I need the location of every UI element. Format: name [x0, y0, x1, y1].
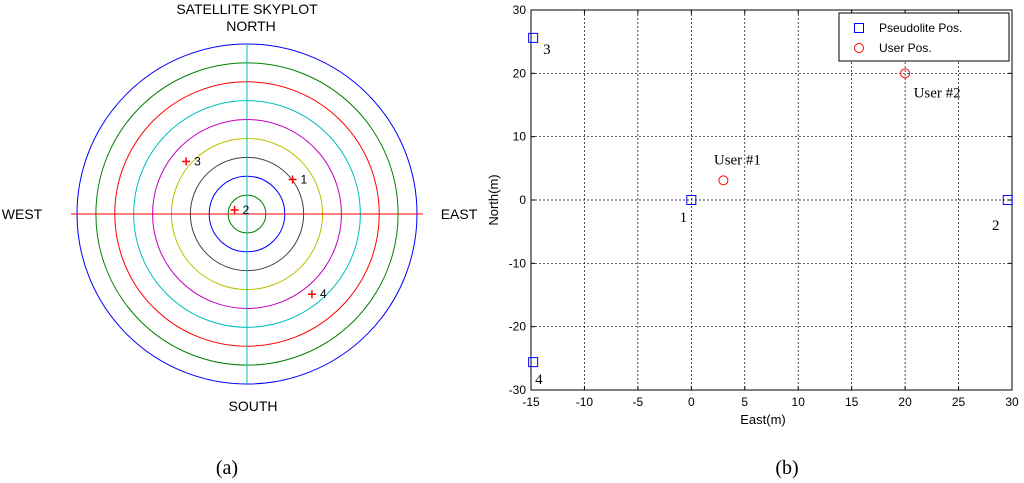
- user-marker: [718, 175, 729, 186]
- x-tick-label: 5: [741, 395, 748, 409]
- x-tick-label: 15: [845, 395, 859, 409]
- satellite-marker: [230, 205, 239, 214]
- y-tick-label: 20: [513, 66, 527, 80]
- legend-marker-circle: [854, 43, 864, 53]
- x-tick-label: -10: [576, 395, 594, 409]
- direction-west: WEST: [2, 206, 43, 222]
- axis-ticks: -15 -10 -5 0 5 10 15 20 25 30 -30 -20 -10 0 10 20 30: [509, 3, 1019, 409]
- pseudolite-label: 4: [535, 372, 543, 388]
- pseudolite-label: 1: [680, 210, 688, 226]
- skyplot-satellites: 1 2 3 4: [182, 154, 327, 301]
- panel-b-label: (b): [775, 457, 798, 479]
- direction-south: SOUTH: [229, 398, 278, 414]
- pseudolite-marker: [528, 357, 539, 368]
- direction-north: NORTH: [226, 18, 276, 34]
- pseudolite-marker: [1002, 195, 1013, 205]
- x-tick-label: 25: [952, 395, 966, 409]
- satellite-marker: [288, 175, 297, 184]
- y-tick-label: -10: [509, 256, 527, 270]
- position-chart: -15 -10 -5 0 5 10 15 20 25 30 -30 -20 -10 0 10 20 30 1 2 3…: [486, 3, 1019, 427]
- y-tick-label: -30: [509, 383, 527, 397]
- data-marks: 1 2 3 4 User #1 User #2: [528, 32, 1013, 388]
- satellite-marker: [307, 290, 316, 299]
- user-label: User #2: [914, 85, 961, 101]
- x-axis-label: East(m): [740, 412, 786, 427]
- y-tick-label: 10: [513, 130, 527, 144]
- skyplot-title: SATELLITE SKYPLOT: [176, 1, 318, 17]
- grid-lines: [531, 10, 1012, 390]
- satellite-label: 2: [243, 203, 250, 217]
- x-tick-label: 10: [792, 395, 806, 409]
- satellite-label: 1: [301, 172, 308, 186]
- y-tick-label: 0: [519, 193, 526, 207]
- panel-a-label: (a): [216, 457, 238, 479]
- legend-entry: User Pos.: [879, 41, 932, 55]
- pseudolite-label: 3: [543, 42, 551, 58]
- satellite-label: 3: [194, 154, 201, 168]
- satellite-marker: [182, 157, 191, 166]
- x-tick-label: 20: [898, 395, 912, 409]
- satellite-label: 4: [320, 287, 327, 301]
- y-tick-label: -20: [509, 320, 527, 334]
- legend-box: [838, 12, 1010, 62]
- direction-east: EAST: [441, 206, 478, 222]
- y-tick-label: 30: [513, 3, 527, 17]
- x-tick-label: 30: [1005, 395, 1019, 409]
- legend-entry: Pseudolite Pos.: [879, 21, 962, 35]
- y-axis-label: North(m): [486, 174, 501, 225]
- pseudolite-marker: [686, 195, 697, 205]
- x-tick-label: -5: [633, 395, 644, 409]
- x-tick-label: 0: [688, 395, 695, 409]
- legend-marker-square: [854, 23, 864, 33]
- user-marker: [900, 68, 911, 79]
- legend: Pseudolite Pos. User Pos.: [838, 12, 1010, 62]
- skyplot-axes: [71, 44, 423, 384]
- user-label: User #1: [714, 152, 761, 168]
- pseudolite-marker: [528, 32, 539, 43]
- x-tick-label: -15: [522, 395, 540, 409]
- pseudolite-label: 2: [992, 218, 1000, 234]
